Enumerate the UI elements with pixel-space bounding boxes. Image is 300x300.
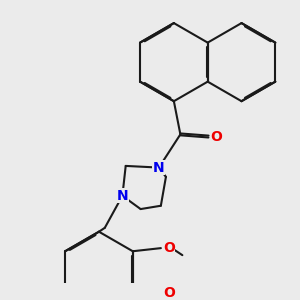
Text: O: O [210,130,222,144]
Text: N: N [153,160,165,175]
Text: O: O [163,286,175,300]
Text: O: O [163,241,175,255]
Text: N: N [117,189,128,203]
